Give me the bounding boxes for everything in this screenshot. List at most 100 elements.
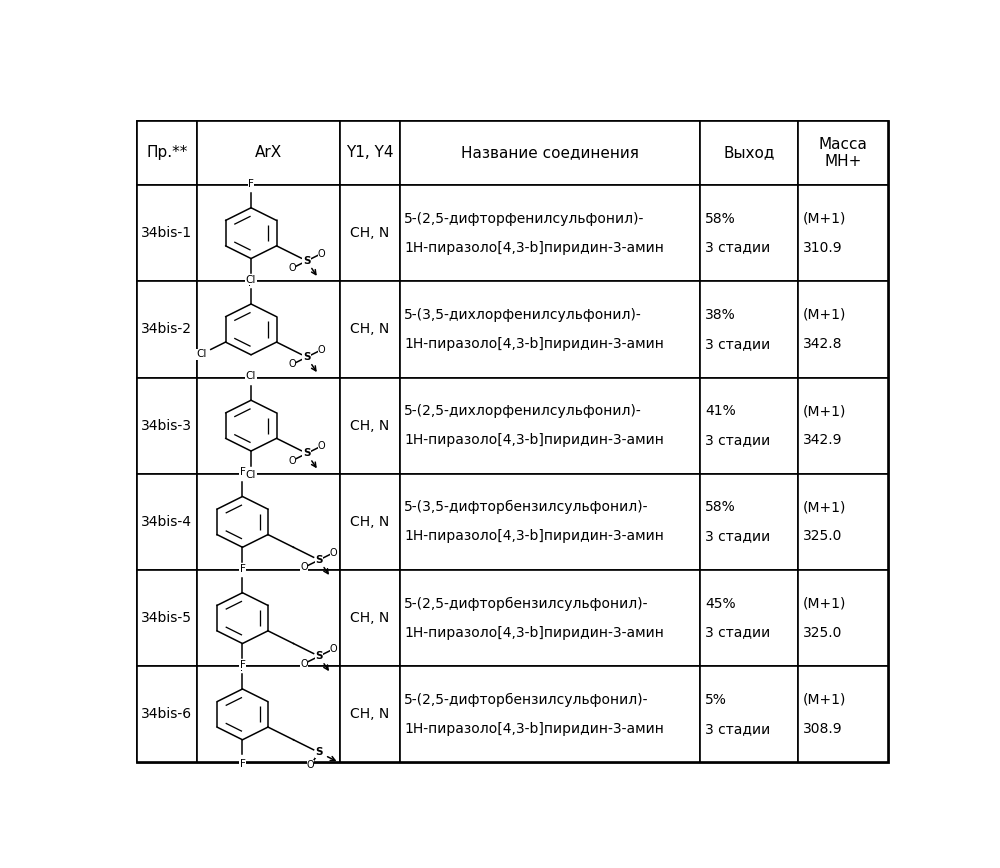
Text: S: S — [303, 449, 310, 458]
Text: 45%: 45% — [705, 596, 736, 611]
Text: (М+1): (М+1) — [803, 404, 846, 418]
Text: F: F — [240, 468, 245, 477]
Text: Cl: Cl — [246, 372, 256, 381]
Bar — [137, 121, 197, 185]
Bar — [197, 474, 340, 570]
Bar — [137, 281, 197, 378]
Text: Название соединения: Название соединения — [461, 146, 639, 161]
Text: 34bis-5: 34bis-5 — [141, 611, 192, 625]
Text: 1Н-пиразоло[4,3-b]пиридин-3-амин: 1Н-пиразоло[4,3-b]пиридин-3-амин — [404, 240, 664, 254]
Text: 5-(2,5-дифторбензилсульфонил)-: 5-(2,5-дифторбензилсульфонил)- — [404, 596, 649, 611]
Bar — [798, 121, 888, 185]
Text: S: S — [315, 555, 323, 565]
Bar — [340, 378, 400, 474]
Bar — [197, 121, 340, 185]
Text: 5-(3,5-дифторбензилсульфонил)-: 5-(3,5-дифторбензилсульфонил)- — [404, 500, 649, 515]
Text: 5-(2,5-дифторфенилсульфонил)-: 5-(2,5-дифторфенилсульфонил)- — [404, 212, 645, 226]
Text: 34bis-6: 34bis-6 — [141, 707, 192, 721]
Bar — [137, 378, 197, 474]
Text: O: O — [288, 456, 296, 466]
Bar — [700, 121, 798, 185]
Text: 58%: 58% — [705, 212, 736, 226]
Text: 3 стадии: 3 стадии — [705, 433, 770, 447]
Bar — [798, 667, 888, 762]
Text: 5-(2,5-дихлорфенилсульфонил)-: 5-(2,5-дихлорфенилсульфонил)- — [404, 404, 642, 418]
Text: Cl: Cl — [246, 470, 256, 480]
Text: CH, N: CH, N — [350, 611, 389, 625]
Bar — [197, 378, 340, 474]
Text: 34bis-2: 34bis-2 — [141, 322, 192, 337]
Text: 38%: 38% — [705, 308, 736, 322]
Bar — [798, 570, 888, 667]
Text: 3 стадии: 3 стадии — [705, 529, 770, 543]
Bar — [340, 281, 400, 378]
Text: O: O — [330, 548, 338, 557]
Text: F: F — [240, 662, 245, 673]
Bar — [197, 185, 340, 281]
Bar — [798, 378, 888, 474]
Text: Y1, Y4: Y1, Y4 — [346, 146, 393, 161]
Text: Выход: Выход — [724, 146, 775, 161]
Text: 3 стадии: 3 стадии — [705, 722, 770, 736]
Text: (М+1): (М+1) — [803, 308, 846, 322]
Bar — [340, 667, 400, 762]
Text: 5%: 5% — [705, 693, 727, 707]
Text: ArX: ArX — [255, 146, 282, 161]
Bar — [340, 121, 400, 185]
Text: 325.0: 325.0 — [803, 529, 842, 543]
Text: F: F — [240, 759, 245, 769]
Bar — [700, 185, 798, 281]
Bar — [400, 667, 700, 762]
Text: 310.9: 310.9 — [803, 240, 842, 254]
Text: 3 стадии: 3 стадии — [705, 240, 770, 254]
Text: Масса
MH+: Масса MH+ — [819, 137, 868, 169]
Text: 342.8: 342.8 — [803, 337, 842, 351]
Text: 1Н-пиразоло[4,3-b]пиридин-3-амин: 1Н-пиразоло[4,3-b]пиридин-3-амин — [404, 529, 664, 543]
Text: 34bis-3: 34bis-3 — [141, 418, 192, 432]
Text: (М+1): (М+1) — [803, 693, 846, 707]
Text: 1Н-пиразоло[4,3-b]пиридин-3-амин: 1Н-пиразоло[4,3-b]пиридин-3-амин — [404, 337, 664, 351]
Text: 342.9: 342.9 — [803, 433, 842, 447]
Text: 1Н-пиразоло[4,3-b]пиридин-3-амин: 1Н-пиразоло[4,3-b]пиридин-3-амин — [404, 433, 664, 447]
Bar — [798, 185, 888, 281]
Text: 3 стадии: 3 стадии — [705, 337, 770, 351]
Text: 5-(2,5-дифторбензилсульфонил)-: 5-(2,5-дифторбензилсульфонил)- — [404, 693, 649, 707]
Text: O: O — [318, 248, 325, 259]
Bar — [700, 378, 798, 474]
Text: 325.0: 325.0 — [803, 626, 842, 640]
Bar — [700, 667, 798, 762]
Bar — [137, 474, 197, 570]
Text: 308.9: 308.9 — [803, 722, 842, 736]
Text: (М+1): (М+1) — [803, 501, 846, 515]
Text: Cl: Cl — [246, 275, 256, 285]
Text: 3 стадии: 3 стадии — [705, 626, 770, 640]
Text: 1Н-пиразоло[4,3-b]пиридин-3-амин: 1Н-пиразоло[4,3-b]пиридин-3-амин — [404, 722, 664, 736]
Text: CH, N: CH, N — [350, 418, 389, 432]
Text: O: O — [300, 659, 308, 668]
Text: O: O — [318, 345, 325, 355]
Bar — [400, 185, 700, 281]
Bar — [798, 281, 888, 378]
Text: O: O — [330, 644, 338, 654]
Text: 1Н-пиразоло[4,3-b]пиридин-3-амин: 1Н-пиразоло[4,3-b]пиридин-3-амин — [404, 626, 664, 640]
Bar — [137, 667, 197, 762]
Bar — [400, 378, 700, 474]
Text: F: F — [240, 563, 245, 574]
Bar — [340, 570, 400, 667]
Bar — [340, 474, 400, 570]
Text: O: O — [307, 760, 314, 770]
Bar — [700, 281, 798, 378]
Text: O: O — [288, 263, 296, 273]
Bar — [197, 667, 340, 762]
Text: F: F — [248, 179, 254, 188]
Bar — [400, 474, 700, 570]
Text: S: S — [303, 256, 310, 266]
Text: F: F — [240, 566, 245, 576]
Text: 58%: 58% — [705, 501, 736, 515]
Text: F: F — [248, 278, 254, 287]
Bar — [340, 185, 400, 281]
Text: S: S — [315, 747, 323, 758]
Text: (М+1): (М+1) — [803, 212, 846, 226]
Text: S: S — [303, 352, 310, 362]
Text: S: S — [315, 651, 323, 661]
